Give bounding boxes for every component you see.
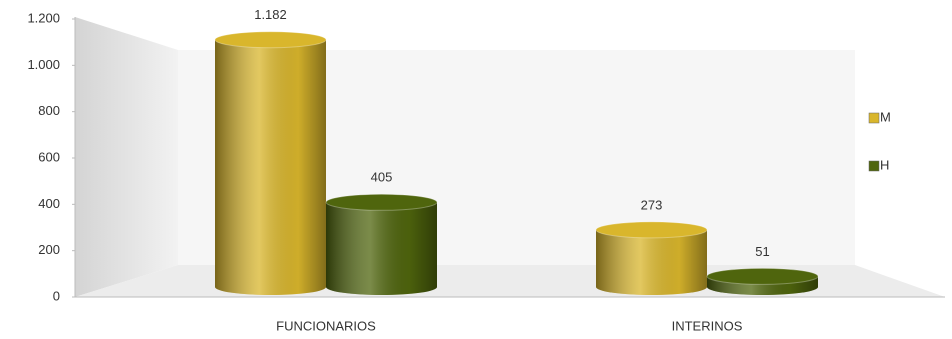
value-label: 51	[755, 244, 769, 259]
y-tick-label: 400	[38, 196, 60, 211]
x-tick-label: FUNCIONARIOS	[276, 318, 376, 333]
side-wall	[75, 17, 178, 297]
cylinder-top	[595, 221, 708, 239]
cylinder-shade	[215, 39, 326, 295]
cylinder-top	[706, 267, 819, 285]
legend-swatch	[868, 160, 880, 172]
y-tick-label: 1.200	[27, 10, 60, 25]
cylinder-top	[214, 31, 327, 49]
y-tick-label: 200	[38, 242, 60, 257]
y-tick-label: 0	[53, 288, 60, 303]
legend-label: M	[880, 109, 891, 124]
y-tick-label: 1.000	[27, 57, 60, 72]
value-label: 405	[371, 170, 393, 185]
legend-swatch	[868, 112, 880, 124]
cylinder-shade	[326, 202, 437, 295]
cylinder-shade	[596, 229, 707, 295]
x-tick-label: INTERINOS	[672, 318, 743, 333]
legend-label: H	[880, 157, 889, 172]
value-label: 1.182	[254, 7, 287, 22]
cylinder-top	[325, 193, 438, 211]
y-tick-label: 600	[38, 149, 60, 164]
value-label: 273	[641, 197, 663, 212]
y-tick-label: 800	[38, 103, 60, 118]
